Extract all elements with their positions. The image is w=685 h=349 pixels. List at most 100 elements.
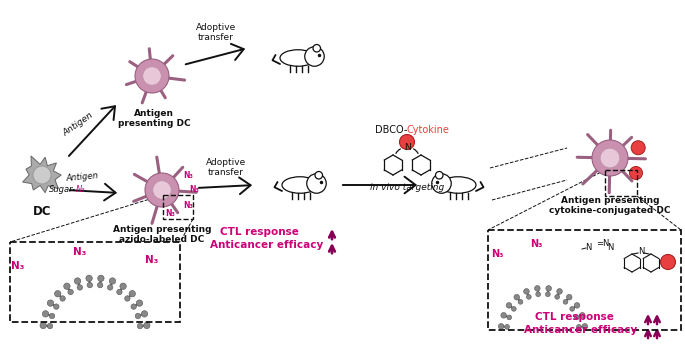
Circle shape (432, 174, 451, 193)
Circle shape (631, 141, 645, 155)
Circle shape (86, 275, 92, 282)
Text: CTL response: CTL response (220, 227, 299, 237)
Circle shape (399, 134, 414, 149)
Circle shape (574, 303, 580, 308)
Circle shape (108, 285, 113, 290)
Text: in vivo targeting: in vivo targeting (370, 183, 444, 192)
Circle shape (55, 290, 61, 297)
Text: CTL response: CTL response (535, 312, 614, 322)
Circle shape (141, 311, 148, 317)
Text: N₃: N₃ (76, 186, 86, 194)
Text: N₃: N₃ (166, 209, 175, 218)
Circle shape (47, 300, 53, 306)
Text: Adoptive
transfer: Adoptive transfer (206, 158, 246, 177)
Circle shape (60, 296, 65, 301)
Circle shape (536, 292, 540, 297)
Circle shape (592, 140, 628, 176)
Circle shape (570, 306, 575, 311)
Circle shape (33, 166, 51, 184)
Bar (605, 170, 637, 196)
Circle shape (144, 322, 150, 329)
Circle shape (47, 323, 53, 329)
Circle shape (145, 173, 179, 207)
Ellipse shape (440, 177, 476, 193)
Circle shape (512, 306, 516, 311)
Circle shape (136, 300, 142, 306)
Circle shape (125, 296, 130, 301)
Circle shape (523, 289, 530, 294)
Circle shape (97, 282, 103, 288)
Circle shape (580, 312, 585, 318)
Circle shape (313, 45, 321, 52)
Polygon shape (23, 156, 61, 193)
Circle shape (600, 148, 620, 168)
Text: Antigen: Antigen (66, 171, 99, 183)
Text: N₃: N₃ (145, 255, 159, 265)
Text: N₃: N₃ (530, 239, 543, 249)
Text: N: N (585, 243, 591, 252)
Circle shape (129, 290, 136, 297)
Circle shape (116, 289, 122, 295)
Circle shape (109, 278, 116, 284)
Circle shape (64, 283, 70, 289)
Circle shape (575, 315, 579, 320)
Circle shape (518, 299, 523, 304)
Ellipse shape (280, 50, 316, 66)
Circle shape (49, 313, 55, 319)
Text: Antigen: Antigen (61, 110, 95, 138)
Circle shape (545, 292, 550, 297)
Circle shape (527, 295, 531, 299)
Circle shape (557, 289, 562, 294)
Circle shape (630, 166, 643, 179)
Text: =N: =N (596, 239, 610, 248)
Circle shape (582, 324, 588, 329)
Text: N₃: N₃ (73, 247, 87, 257)
Bar (163, 195, 193, 219)
Circle shape (555, 295, 560, 299)
Circle shape (563, 299, 568, 304)
Circle shape (153, 181, 171, 199)
Circle shape (53, 304, 59, 309)
Circle shape (499, 324, 504, 329)
Text: DBCO-: DBCO- (375, 125, 407, 135)
Text: N: N (638, 247, 644, 257)
Circle shape (137, 323, 142, 329)
Bar (10, 242, 180, 322)
Circle shape (514, 295, 520, 300)
Text: Antigen presenting
azido-labeled DC: Antigen presenting azido-labeled DC (113, 225, 211, 244)
Text: N₃: N₃ (12, 261, 25, 271)
Circle shape (566, 295, 572, 300)
Ellipse shape (282, 177, 318, 193)
Text: N₃: N₃ (183, 200, 193, 209)
Text: Antigen
presenting DC: Antigen presenting DC (118, 109, 190, 128)
Circle shape (142, 67, 162, 86)
Circle shape (507, 315, 512, 320)
Circle shape (505, 325, 510, 329)
Circle shape (135, 313, 140, 319)
Circle shape (135, 59, 169, 93)
Circle shape (436, 171, 443, 179)
Circle shape (660, 254, 675, 269)
Circle shape (546, 285, 551, 291)
Text: Antigen presenting
cytokine-conjugated DC: Antigen presenting cytokine-conjugated D… (549, 196, 671, 215)
Text: N₃: N₃ (189, 186, 199, 194)
Circle shape (98, 275, 104, 282)
Circle shape (131, 304, 136, 309)
Text: Anticancer efficacy: Anticancer efficacy (524, 325, 637, 335)
Circle shape (577, 325, 582, 329)
Text: N₃: N₃ (491, 249, 503, 259)
Text: N₃: N₃ (183, 171, 193, 179)
Circle shape (40, 322, 47, 329)
Circle shape (68, 289, 73, 295)
Circle shape (75, 278, 81, 284)
Text: Cytokine: Cytokine (407, 125, 450, 135)
Circle shape (120, 283, 126, 289)
Circle shape (307, 174, 326, 193)
Text: N: N (607, 243, 613, 252)
Circle shape (315, 171, 323, 179)
Text: N: N (405, 142, 412, 151)
Circle shape (87, 282, 92, 288)
Text: Adoptive
transfer: Adoptive transfer (196, 23, 236, 42)
Text: Anticancer efficacy: Anticancer efficacy (210, 240, 323, 250)
Circle shape (534, 285, 540, 291)
